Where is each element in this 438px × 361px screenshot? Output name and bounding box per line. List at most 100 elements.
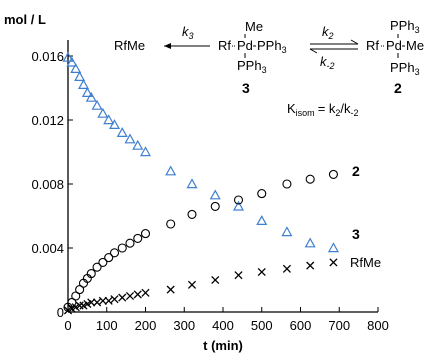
triangle-point — [97, 107, 109, 118]
reaction-scheme: Rf Me k3 Me Rf Pd PPh3 PPh3 3 k2 k-2 PPh3… — [114, 18, 424, 118]
x-tick-label: 400 — [212, 318, 234, 333]
triangle-point — [281, 226, 293, 237]
x-tick-label: 600 — [290, 318, 312, 333]
kisom-equation: Kisom = k2/k-2 — [287, 101, 359, 118]
circle-point — [328, 169, 338, 179]
x-point — [329, 258, 338, 267]
scheme-arrowhead-forward — [350, 39, 359, 45]
x-point — [118, 293, 127, 302]
x-point — [166, 285, 175, 294]
x-point — [211, 275, 220, 285]
y-ticks: 0 0.004 0.008 0.012 0.016 — [31, 49, 73, 320]
circle-point — [104, 253, 114, 263]
circle-point — [92, 262, 102, 272]
x-point — [306, 261, 315, 270]
triangle-point — [304, 237, 316, 248]
triangle-point — [165, 165, 177, 176]
x-point — [98, 296, 107, 305]
circle-point — [233, 195, 244, 205]
y-tick-label: 0 — [57, 305, 64, 320]
circle-point — [282, 179, 292, 189]
complex3-pph3-right: PPh3 — [257, 38, 287, 55]
x-point — [257, 267, 266, 277]
scheme-arrowhead-back — [309, 48, 318, 54]
x-tick-label: 500 — [251, 318, 273, 333]
x-tick-label: 100 — [96, 318, 118, 333]
x-point — [93, 298, 102, 307]
scheme-k3: k3 — [182, 24, 194, 41]
x-point — [75, 301, 84, 310]
complex2-number: 2 — [394, 80, 402, 96]
triangle-point — [327, 242, 339, 253]
triangle-point — [62, 51, 74, 62]
complex2-me: Me — [406, 38, 424, 53]
complex2-pd: Pd — [386, 38, 402, 53]
triangle-point — [77, 79, 90, 90]
y-tick-label: 0.012 — [31, 113, 64, 128]
circle-point — [98, 257, 108, 267]
x-point — [87, 298, 96, 307]
circle-point — [187, 209, 197, 219]
triangle-point — [186, 178, 198, 189]
circle-point — [257, 189, 267, 199]
y-tick-label: 0.008 — [31, 177, 64, 192]
triangle-point — [209, 189, 221, 200]
circle-point — [305, 174, 315, 184]
x-point — [187, 280, 197, 289]
triangle-point — [139, 146, 152, 157]
circle-point — [117, 243, 127, 253]
y-axis-title: mol / L — [4, 12, 46, 27]
series-rfme — [63, 258, 338, 315]
circle-point — [75, 285, 85, 295]
circle-point — [86, 269, 96, 279]
series-3 — [62, 51, 339, 253]
complex3-pph3-bottom: PPh3 — [237, 58, 267, 75]
series-2 — [63, 169, 338, 312]
x-point — [234, 271, 243, 280]
circle-point — [125, 238, 135, 248]
complex3-me: Me — [245, 19, 263, 34]
circle-point — [140, 229, 151, 239]
triangle-point — [81, 87, 93, 98]
x-point — [125, 291, 135, 301]
triangle-point — [256, 215, 268, 225]
x-tick-label: 0 — [64, 318, 71, 333]
x-point — [141, 288, 150, 297]
x-tick-label: 200 — [135, 318, 157, 333]
series-label-2: 2 — [352, 163, 360, 179]
triangle-point — [232, 200, 245, 211]
complex2-rf: Rf — [366, 38, 379, 53]
circle-point — [166, 219, 176, 229]
triangle-point — [108, 119, 121, 129]
triangle-point — [103, 114, 115, 125]
x-ticks: 0 100 200 300 400 500 600 700 800 — [64, 307, 389, 333]
complex3-pd: Pd — [237, 38, 253, 53]
x-point — [110, 295, 119, 304]
scheme-km2: k-2 — [320, 54, 335, 71]
x-point — [133, 290, 142, 299]
triangle-point — [66, 56, 78, 67]
complex3-rf: Rf — [218, 38, 231, 53]
x-axis-title: t (min) — [203, 338, 243, 353]
y-tick-label: 0.016 — [31, 49, 64, 64]
scheme-arrowhead-k3 — [164, 43, 171, 49]
y-tick-label: 0.004 — [31, 241, 64, 256]
triangle-point — [74, 71, 86, 82]
x-tick-label: 700 — [328, 318, 350, 333]
complex2-pph3-bottom: PPh3 — [390, 60, 420, 77]
x-point — [104, 296, 113, 305]
complex3-number: 3 — [242, 80, 250, 96]
circle-point — [109, 248, 120, 258]
series-label-rfme: RfMe — [350, 255, 381, 270]
triangle-point — [70, 63, 82, 74]
series-label-3: 3 — [352, 226, 360, 242]
x-tick-label: 800 — [367, 318, 389, 333]
scheme-k2: k2 — [322, 24, 334, 41]
triangle-point — [85, 91, 97, 102]
triangle-point — [91, 99, 103, 110]
data-marks — [62, 51, 339, 315]
circle-point — [210, 201, 220, 211]
complex2-pph3-top: PPh3 — [390, 18, 420, 35]
